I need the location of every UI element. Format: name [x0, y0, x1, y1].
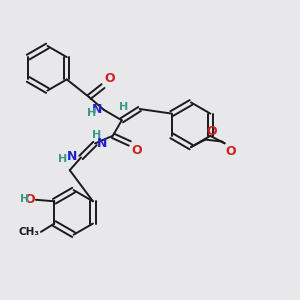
Text: H: H	[92, 130, 101, 140]
Text: O: O	[131, 144, 142, 158]
Text: O: O	[104, 72, 115, 85]
Text: O: O	[206, 125, 217, 138]
Text: N: N	[92, 103, 102, 116]
Text: H: H	[58, 154, 68, 164]
Text: H: H	[87, 108, 97, 118]
Text: H: H	[118, 102, 128, 112]
Text: CH₃: CH₃	[18, 227, 39, 238]
Text: O: O	[25, 193, 35, 206]
Text: N: N	[97, 137, 107, 150]
Text: O: O	[226, 145, 236, 158]
Text: N: N	[67, 150, 77, 163]
Text: H: H	[20, 194, 29, 205]
